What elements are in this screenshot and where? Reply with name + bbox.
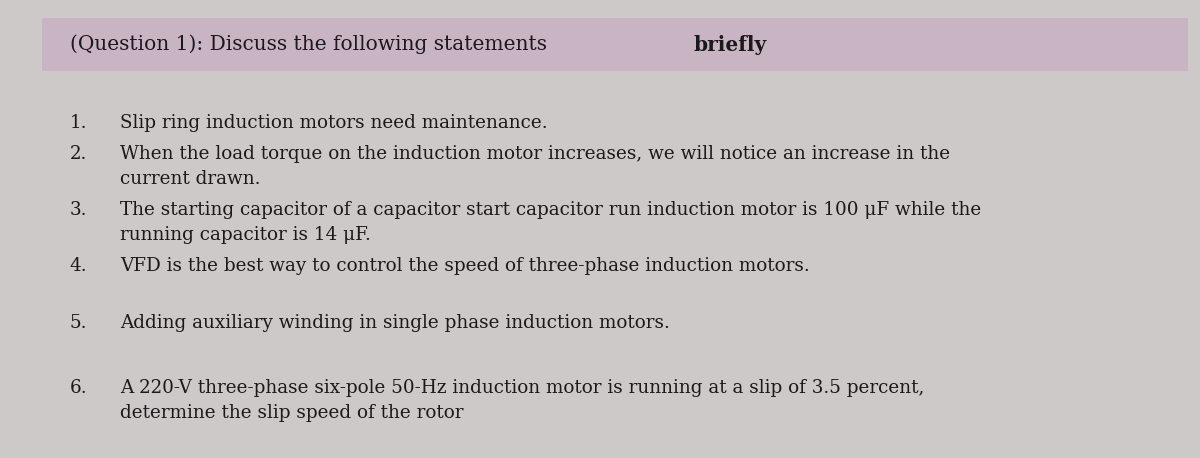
Text: 5.: 5. bbox=[70, 314, 88, 332]
Text: current drawn.: current drawn. bbox=[120, 170, 260, 188]
Text: When the load torque on the induction motor increases, we will notice an increas: When the load torque on the induction mo… bbox=[120, 145, 950, 163]
FancyBboxPatch shape bbox=[42, 18, 1188, 71]
Text: determine the slip speed of the rotor: determine the slip speed of the rotor bbox=[120, 404, 463, 422]
Text: 3.: 3. bbox=[70, 201, 88, 219]
Text: (Question 1): Discuss the following statements: (Question 1): Discuss the following stat… bbox=[70, 35, 553, 55]
Text: Slip ring induction motors need maintenance.: Slip ring induction motors need maintena… bbox=[120, 114, 547, 131]
Text: A 220-V three-phase six-pole 50-Hz induction motor is running at a slip of 3.5 p: A 220-V three-phase six-pole 50-Hz induc… bbox=[120, 379, 924, 397]
Text: 4.: 4. bbox=[70, 257, 88, 275]
Text: The starting capacitor of a capacitor start capacitor run induction motor is 100: The starting capacitor of a capacitor st… bbox=[120, 201, 982, 219]
Text: running capacitor is 14 μF.: running capacitor is 14 μF. bbox=[120, 226, 371, 244]
Text: 1.: 1. bbox=[70, 114, 88, 131]
Text: 6.: 6. bbox=[70, 379, 88, 397]
Text: VFD is the best way to control the speed of three-phase induction motors.: VFD is the best way to control the speed… bbox=[120, 257, 810, 275]
Text: Adding auxiliary winding in single phase induction motors.: Adding auxiliary winding in single phase… bbox=[120, 314, 670, 332]
Text: briefly: briefly bbox=[694, 35, 767, 55]
Text: 2.: 2. bbox=[70, 145, 86, 163]
